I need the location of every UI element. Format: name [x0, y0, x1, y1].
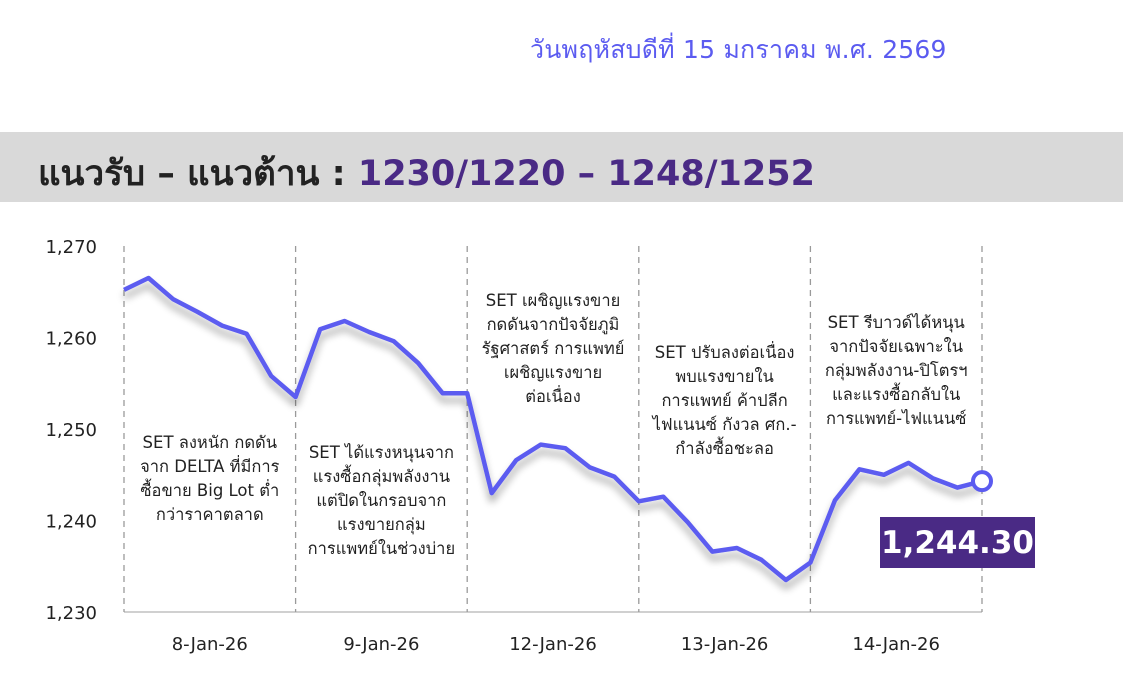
annotation-line: พบแรงขายใน	[675, 367, 773, 386]
annotation-line: SET ปรับลงต่อเนื่อง	[655, 341, 795, 362]
annotation-line: เผชิญแรงขาย	[504, 363, 602, 382]
annotation-line: SET เผชิญแรงขาย	[486, 291, 621, 310]
annotation-line: ต่อเนื่อง	[525, 385, 581, 406]
title-band	[0, 132, 1123, 202]
annotation-line: รัฐศาสตร์ การแพทย์	[482, 339, 625, 358]
y-tick-label: 1,270	[45, 237, 97, 258]
y-tick-label: 1,240	[45, 512, 97, 533]
support-resistance-title: แนวรับ – แนวต้าน : 1230/1220 – 1248/1252	[38, 146, 815, 201]
set-index-line	[123, 275, 983, 583]
annotation-line: จากปัจจัยเฉพาะใน	[829, 337, 963, 356]
x-tick-label: 12-Jan-26	[509, 634, 597, 655]
day-annotation: SET รีบาวด์ได้หนุนจากปัจจัยเฉพาะในกลุ่มพ…	[825, 313, 968, 428]
annotation-line: การแพทย์-ไฟแนนซ์	[826, 409, 967, 428]
annotation-line: SET รีบาวด์ได้หนุน	[828, 313, 965, 333]
annotation-line: SET ได้แรงหนุนจาก	[309, 443, 454, 463]
y-tick-label: 1,260	[45, 329, 97, 350]
x-tick-label: 8-Jan-26	[172, 634, 248, 655]
day-annotation: SET เผชิญแรงขายกดดันจากปัจจัยภูมิรัฐศาสต…	[482, 291, 625, 406]
day-annotation: SET ได้แรงหนุนจากแรงซื้อกลุ่มพลังงานแต่ป…	[308, 443, 455, 558]
annotation-line: กลุ่มพลังงาน-ปิโตรฯ	[825, 361, 968, 381]
report-date: วันพฤหัสบดีที่ 15 มกราคม พ.ศ. 2569	[530, 35, 947, 64]
annotation-line: จาก DELTA ที่มีการ	[140, 455, 280, 476]
last-value-label: 1,244.30	[880, 517, 1035, 568]
x-tick-label: 13-Jan-26	[681, 634, 769, 655]
last-point-marker	[971, 470, 993, 493]
title-label: แนวรับ – แนวต้าน :	[38, 154, 358, 194]
x-tick-label: 14-Jan-26	[852, 634, 940, 655]
annotation-line: กว่าราคาตลาด	[156, 505, 264, 524]
x-tick-label: 9-Jan-26	[343, 634, 419, 655]
annotation-line: SET ลงหนัก กดดัน	[143, 433, 277, 452]
annotation-line: การแพทย์ในช่วงบ่าย	[308, 539, 455, 558]
day-annotation: SET ลงหนัก กดดันจาก DELTA ที่มีการซื้อขา…	[140, 433, 280, 524]
annotation-line: กำลังซื้อชะลอ	[675, 436, 774, 458]
annotation-line: และแรงซื้อกลับใน	[832, 382, 960, 404]
title-levels: 1230/1220 – 1248/1252	[357, 154, 815, 194]
annotation-line: กดดันจากปัจจัยภูมิ	[487, 315, 620, 335]
annotation-line: แต่ปิดในกรอบจาก	[316, 491, 446, 510]
annotation-line: แรงซื้อกลุ่มพลังงาน	[313, 464, 450, 487]
annotation-line: แรงขายกลุ่ม	[337, 515, 426, 535]
annotation-line: การแพทย์ ค้าปลีก	[661, 391, 787, 410]
annotation-line: ซื้อขาย Big Lot ต่ำ	[140, 478, 279, 500]
annotation-line: ไฟแนนซ์ กังวล ศก.-	[651, 415, 797, 434]
y-tick-label: 1,250	[45, 420, 97, 441]
y-tick-label: 1,230	[45, 603, 97, 624]
